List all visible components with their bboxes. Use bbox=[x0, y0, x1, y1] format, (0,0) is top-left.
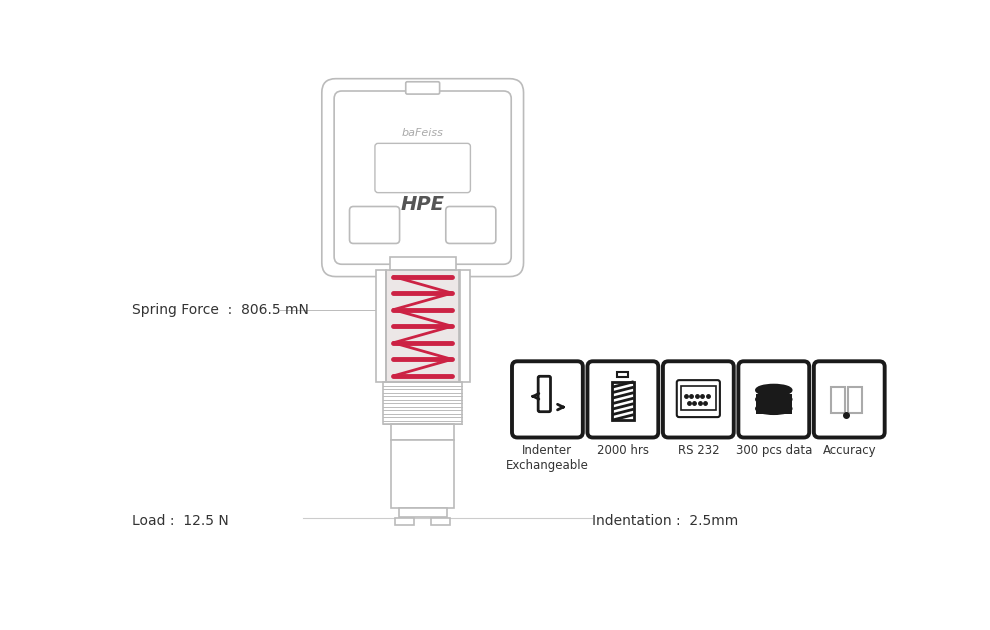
FancyBboxPatch shape bbox=[814, 361, 885, 437]
FancyBboxPatch shape bbox=[663, 361, 734, 437]
Text: Indentation :  2.5mm: Indentation : 2.5mm bbox=[592, 513, 739, 528]
Bar bbox=[391, 440, 454, 508]
Bar bbox=[756, 403, 791, 414]
Bar bbox=[395, 518, 414, 525]
FancyBboxPatch shape bbox=[677, 380, 720, 417]
Ellipse shape bbox=[756, 385, 792, 396]
Bar bbox=[847, 387, 861, 413]
Text: 2000 hrs: 2000 hrs bbox=[597, 444, 648, 457]
FancyBboxPatch shape bbox=[335, 91, 511, 264]
FancyBboxPatch shape bbox=[375, 144, 470, 193]
FancyBboxPatch shape bbox=[322, 79, 524, 277]
FancyBboxPatch shape bbox=[406, 82, 440, 94]
Text: baFeiss: baFeiss bbox=[402, 129, 444, 139]
FancyBboxPatch shape bbox=[539, 376, 550, 412]
Text: Spring Force  :  806.5 mN: Spring Force : 806.5 mN bbox=[133, 304, 309, 318]
Text: 300 pcs data: 300 pcs data bbox=[736, 444, 812, 457]
Bar bbox=[383, 382, 462, 425]
Text: RS 232: RS 232 bbox=[677, 444, 719, 457]
Bar bbox=[386, 270, 459, 382]
Text: Indenter
Exchangeable: Indenter Exchangeable bbox=[506, 444, 589, 472]
Text: Load :  12.5 N: Load : 12.5 N bbox=[133, 513, 229, 528]
FancyBboxPatch shape bbox=[349, 207, 400, 243]
Text: HPE: HPE bbox=[401, 195, 445, 214]
Bar bbox=[376, 270, 386, 382]
Bar bbox=[459, 270, 469, 382]
Bar bbox=[386, 270, 459, 382]
Ellipse shape bbox=[756, 394, 792, 405]
FancyBboxPatch shape bbox=[587, 361, 658, 437]
FancyBboxPatch shape bbox=[512, 361, 583, 437]
Bar bbox=[399, 508, 446, 517]
FancyBboxPatch shape bbox=[446, 207, 496, 243]
Bar bbox=[390, 256, 455, 270]
Bar bbox=[681, 386, 716, 410]
Bar bbox=[391, 425, 454, 440]
Bar bbox=[432, 518, 450, 525]
Bar bbox=[612, 382, 634, 420]
Bar bbox=[618, 372, 629, 377]
Bar bbox=[831, 387, 844, 413]
Bar bbox=[756, 394, 791, 405]
FancyBboxPatch shape bbox=[739, 361, 809, 437]
Text: Accuracy: Accuracy bbox=[823, 444, 876, 457]
Ellipse shape bbox=[756, 403, 792, 414]
